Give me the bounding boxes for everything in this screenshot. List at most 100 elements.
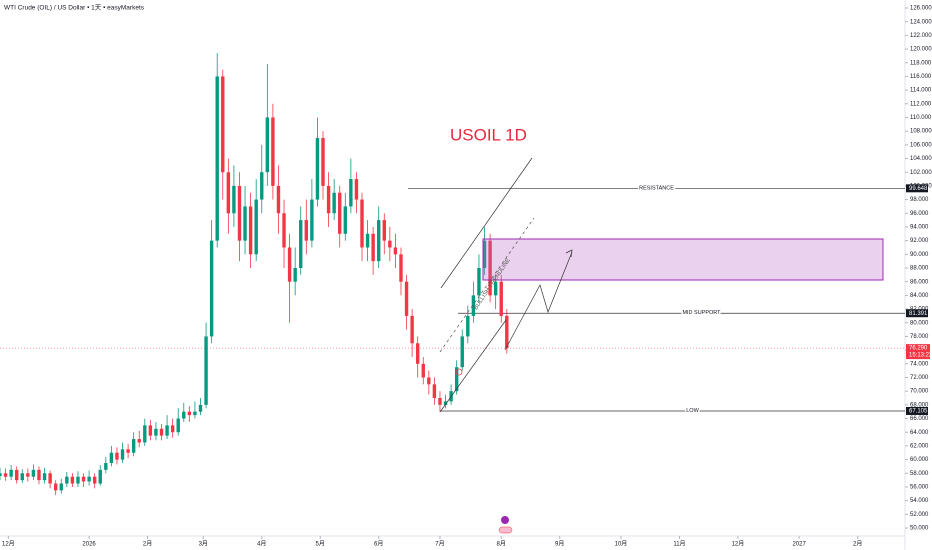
candle-body — [31, 469, 36, 477]
candle-body — [343, 206, 347, 234]
y-tick-label: 94.000 — [910, 225, 929, 231]
candle-body — [499, 281, 503, 316]
candle-body — [466, 315, 470, 337]
event-icon — [501, 516, 509, 524]
candle-body — [371, 233, 375, 262]
candle-body — [131, 439, 136, 453]
y-tick-label: 56.000 — [910, 485, 929, 491]
candle-body — [137, 439, 141, 443]
x-tick-label: 10月 — [615, 541, 628, 548]
candle-body — [37, 469, 41, 481]
x-tick-label: 5月 — [316, 541, 325, 548]
y-tick-label: 108.000 — [910, 129, 932, 135]
y-tick-label: 92.000 — [910, 238, 929, 244]
candle-body — [148, 425, 153, 436]
x-tick-label: 2月 — [853, 541, 862, 548]
y-tick-label: 78.000 — [910, 334, 929, 340]
y-tick-label: 64.000 — [910, 430, 929, 436]
x-tick-label: 2月 — [143, 541, 152, 548]
candle-body — [260, 172, 264, 200]
y-tick-label: 54.000 — [910, 498, 929, 504]
candle-body — [187, 411, 192, 416]
candle-body — [299, 220, 303, 268]
channel-lower — [439, 319, 507, 413]
candle-body — [204, 336, 208, 405]
candle-body — [354, 179, 359, 200]
candle-body — [53, 483, 58, 491]
candle-body — [287, 247, 292, 282]
candle-body — [432, 384, 437, 398]
candle-body — [76, 476, 80, 484]
chart-title: WTI Crude (OIL) / US Dollar • 1天 • easyM… — [4, 4, 145, 12]
event-badge — [498, 526, 513, 534]
candle-body — [0, 473, 2, 476]
candle-body — [310, 199, 314, 241]
candle-body — [477, 268, 481, 296]
candle-body — [237, 185, 242, 241]
x-tick-label: 8月 — [497, 541, 506, 548]
candle-body — [81, 476, 86, 482]
candle-body — [488, 240, 492, 296]
x-tick-label: 2027 — [793, 542, 807, 548]
candle-body — [215, 76, 219, 241]
candle-body — [438, 398, 442, 405]
candle-body — [276, 185, 281, 214]
y-tick-label: 58.000 — [910, 471, 929, 477]
last-price-badge — [906, 344, 930, 360]
level-badge-label: 81.391 — [909, 311, 928, 317]
x-tick-label: 4月 — [257, 541, 266, 548]
level-badge — [906, 309, 928, 318]
y-tick-label: 120.000 — [910, 47, 932, 53]
candle-body — [482, 240, 487, 268]
candle-body — [326, 185, 331, 214]
y-tick-label: 118.000 — [910, 60, 932, 66]
candle-body — [232, 185, 236, 214]
candle-body — [471, 295, 476, 316]
candle-body — [9, 469, 13, 477]
candle-body — [87, 476, 91, 482]
level-text: LOW — [686, 408, 699, 414]
candle-body — [404, 281, 409, 316]
candle-body — [505, 315, 509, 349]
y-tick-label: 68.000 — [910, 402, 929, 408]
candle-body — [304, 220, 309, 241]
candle-body — [70, 476, 75, 484]
candle-body — [443, 401, 448, 405]
y-tick-label: 126.000 — [910, 6, 932, 12]
candle-body — [170, 425, 175, 433]
candle-body — [399, 254, 403, 282]
candle-body — [254, 199, 258, 255]
candle-body — [415, 343, 420, 364]
x-tick-label: 12月 — [732, 541, 745, 548]
y-tick-label: 116.000 — [910, 74, 932, 80]
candle-body — [104, 463, 108, 470]
axis: 126.000 124.000 122.000 120.000 118.000 116.0… — [2, 6, 932, 548]
candle-body — [243, 206, 247, 241]
candle-body — [15, 469, 19, 481]
y-tick-label: 96.000 — [910, 211, 929, 217]
y-tick-label: 124.000 — [910, 19, 932, 25]
candle-body — [315, 138, 320, 200]
y-tick-label: 98.000 — [910, 197, 929, 203]
candle-body — [321, 138, 325, 186]
level-badge — [906, 184, 928, 193]
level-badge-label: 99.648 — [909, 186, 928, 192]
candle-body — [382, 220, 386, 241]
annotation: USOIL 1D — [450, 125, 527, 144]
y-tick-label: 110.000 — [910, 115, 932, 121]
candle-body — [377, 220, 381, 262]
y-tick-label: 74.000 — [910, 361, 929, 367]
projection-arrow — [565, 249, 573, 258]
candle-body — [349, 179, 353, 207]
candle-body — [143, 425, 147, 443]
candle-body — [226, 172, 231, 214]
y-tick-label: 112.000 — [910, 101, 932, 107]
candle-body — [165, 425, 169, 436]
y-tick-label: 72.000 — [910, 375, 929, 381]
y-tick-label: 70.000 — [910, 389, 929, 395]
y-tick-label: 84.000 — [910, 293, 929, 299]
y-tick-label: 122.000 — [910, 33, 932, 39]
level-text: MID SUPPORT — [682, 310, 721, 316]
drawings — [439, 157, 884, 534]
